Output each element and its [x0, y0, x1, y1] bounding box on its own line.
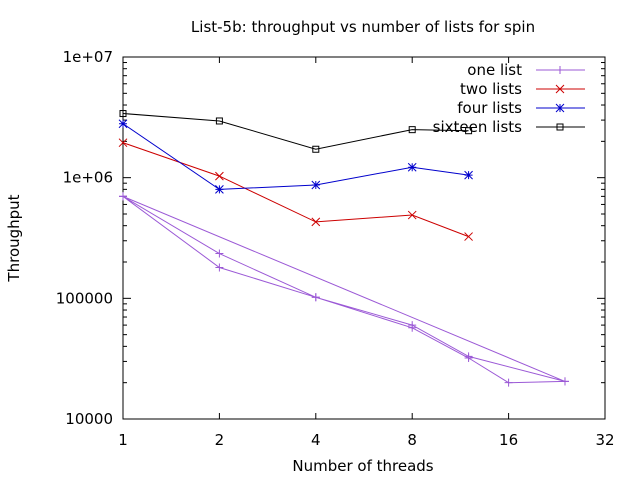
- series-line: [122, 195, 566, 384]
- data-point: [464, 232, 473, 241]
- series-line: [122, 142, 469, 238]
- plot-frame: [122, 56, 606, 420]
- data-point: [119, 110, 127, 118]
- data-point: [215, 117, 223, 125]
- data-point: [215, 249, 224, 258]
- y-tick-label: 10000: [65, 410, 113, 428]
- y-tick-label: 100000: [56, 289, 113, 307]
- legend-label: one list: [467, 61, 522, 79]
- data-point: [408, 321, 417, 330]
- data-point: [407, 162, 417, 172]
- data-point: [215, 185, 224, 194]
- x-tick-label: 1: [118, 431, 128, 449]
- chart-title: List-5b: throughput vs number of lists f…: [191, 18, 535, 36]
- axis-ticks: 1 2 4 8 16 32 10000 100000 1e+06 1e+07: [56, 48, 615, 449]
- data-point: [311, 180, 321, 190]
- series-four-lists: [118, 119, 473, 194]
- series-one-list: [119, 192, 569, 387]
- x-tick-label: 16: [499, 431, 518, 449]
- series-line: [122, 113, 469, 150]
- data-point: [215, 263, 224, 272]
- legend-label: four lists: [457, 99, 522, 117]
- series-two-lists: [118, 138, 473, 241]
- x-tick-label: 8: [407, 431, 417, 449]
- data-point: [464, 352, 473, 361]
- data-point: [311, 293, 320, 302]
- data-point: [215, 171, 224, 181]
- data-point: [560, 377, 569, 386]
- series-sixteen-lists: [119, 110, 473, 153]
- y-tick-label: 1e+07: [63, 48, 113, 66]
- x-tick-label: 2: [215, 431, 225, 449]
- data-point: [504, 378, 513, 387]
- data-point: [119, 192, 127, 201]
- x-tick-label: 32: [595, 431, 614, 449]
- legend-marker: [555, 84, 565, 94]
- data-point: [464, 170, 473, 180]
- data-point: [465, 127, 473, 135]
- y-axis-label: Throughput: [5, 194, 23, 282]
- legend-marker: [556, 66, 564, 74]
- data-point: [312, 145, 320, 153]
- data-point: [118, 119, 128, 129]
- data-point: [407, 210, 417, 220]
- series-layer: [118, 110, 569, 387]
- legend-marker: [556, 123, 564, 131]
- x-axis-label: Number of threads: [292, 457, 433, 475]
- series-line: [122, 123, 469, 190]
- data-point: [408, 126, 416, 134]
- y-tick-label: 1e+06: [63, 169, 113, 187]
- legend-label: sixteen lists: [433, 118, 523, 136]
- legend-label: two lists: [460, 80, 522, 98]
- data-point: [311, 217, 321, 227]
- x-tick-label: 4: [311, 431, 321, 449]
- legend-marker: [555, 103, 565, 113]
- data-point: [118, 138, 128, 148]
